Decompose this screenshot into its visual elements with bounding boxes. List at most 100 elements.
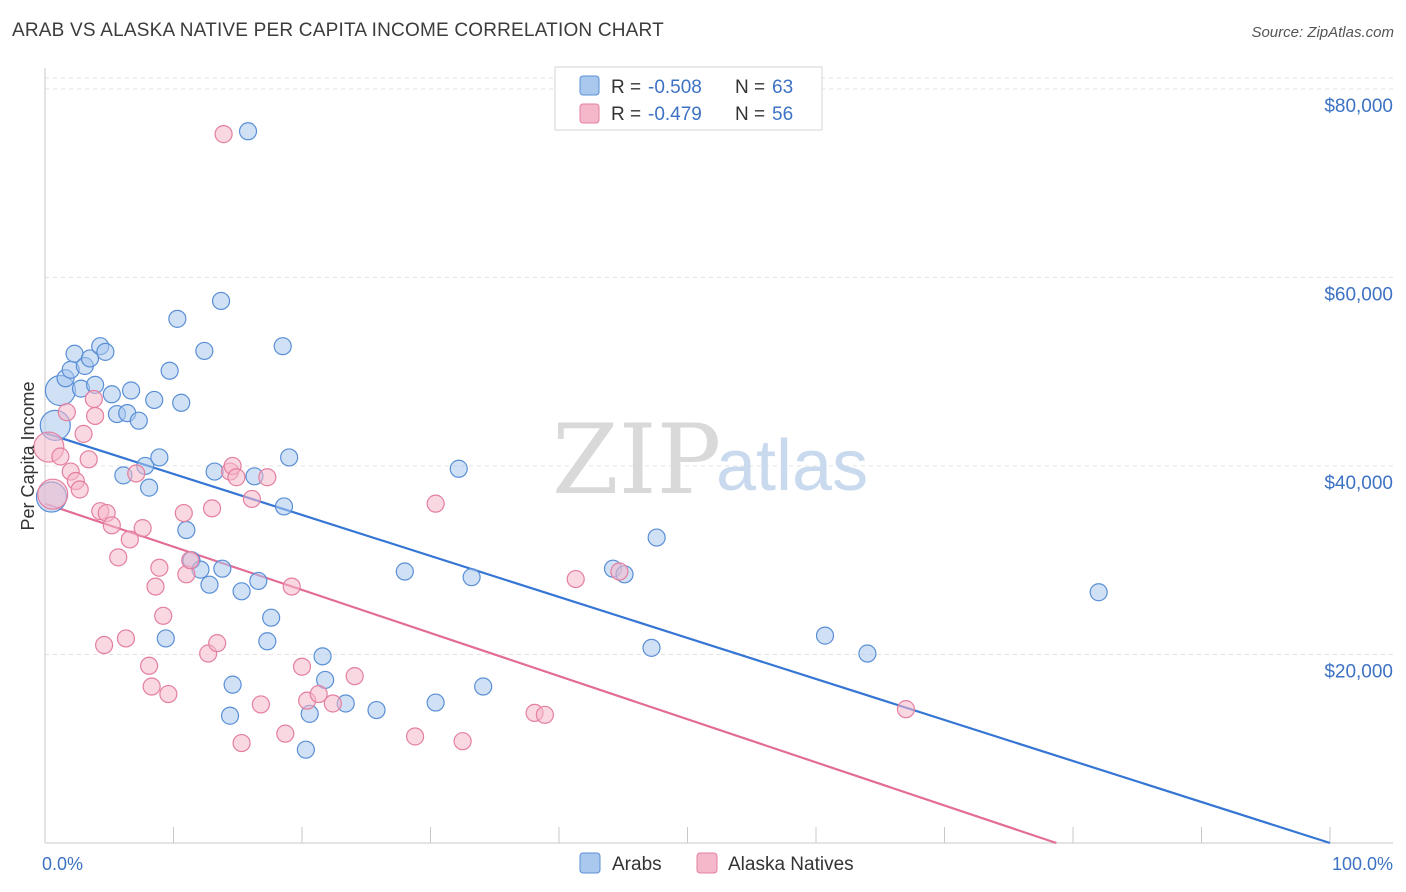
arab-point (238, 122, 258, 141)
watermark-zip: ZIP (552, 404, 721, 516)
source-credit: Source: ZipAtlas.com (1251, 24, 1394, 41)
alaska-point (120, 530, 139, 549)
alaska-point (610, 562, 629, 581)
arab-point (80, 349, 100, 368)
alaska-point (159, 684, 178, 704)
arab-point (647, 528, 666, 547)
alaska-point (79, 450, 98, 469)
y-tick-label: $40,000 (1324, 473, 1393, 494)
x-tick-label-max: 100.0% (1332, 854, 1393, 874)
arab-point (815, 626, 835, 645)
arab-point (220, 706, 240, 725)
arab-point (205, 462, 224, 481)
legend-r-value-alaska: -0.479 (648, 104, 702, 125)
grid-lines (45, 77, 1393, 655)
series-legend-label-arabs: Arabs (612, 854, 662, 875)
legend-n-value-arabs: 63 (772, 77, 793, 98)
alaska-point (95, 635, 114, 655)
alaska-point (242, 489, 261, 509)
arab-point (249, 571, 268, 591)
arab-point (200, 575, 219, 594)
arab-point (474, 677, 493, 696)
alaska-point (345, 667, 364, 686)
series-legend-swatch-arabs (579, 852, 601, 874)
arab-point (280, 448, 299, 467)
alaska-point (214, 125, 233, 144)
arab-point (367, 700, 386, 720)
alaska-point (208, 634, 227, 653)
arab-point (156, 629, 175, 648)
alaska-point (150, 558, 169, 577)
alaska-point (251, 695, 270, 714)
alaska-point (202, 499, 222, 518)
alaska-point (37, 478, 69, 510)
alaska-point (127, 464, 146, 483)
series-legend: Arabs Alaska Natives (579, 852, 854, 875)
alaska-point (133, 519, 152, 538)
watermark-atlas: atlas (716, 426, 868, 506)
arab-point (145, 390, 164, 410)
data-points (33, 122, 1108, 759)
alaska-point (453, 732, 472, 751)
alaska-point (70, 480, 89, 499)
alaska-point (51, 447, 70, 466)
arab-point (274, 497, 294, 516)
alaska-point (292, 657, 312, 676)
arab-point (858, 644, 877, 663)
alaska-point (86, 406, 105, 426)
arab-point (139, 478, 159, 497)
alaska-point (139, 656, 159, 675)
arab-point (395, 562, 414, 581)
alaska-point (426, 494, 445, 513)
y-tick-label: $20,000 (1324, 661, 1393, 682)
y-tick-labels: $20,000 $40,000 $60,000 $80,000 (1324, 96, 1393, 683)
x-tick-labels: 0.0% 100.0% (42, 854, 1393, 874)
alaska-point (276, 724, 295, 743)
arab-point (426, 693, 445, 712)
legend-r-value-arabs: -0.508 (648, 77, 702, 98)
legend-n-value-alaska: 56 (772, 104, 793, 125)
series-legend-swatch-alaska (696, 852, 718, 874)
alaska-point (535, 705, 554, 724)
legend-swatch-alaska (579, 103, 600, 124)
arab-point (262, 608, 281, 627)
alaska-point (309, 684, 328, 704)
alaska-point (181, 551, 200, 570)
arab-point (172, 393, 191, 412)
arab-point (313, 647, 332, 666)
alaska-point (566, 569, 585, 589)
arab-point (273, 337, 292, 356)
alaska-point (282, 577, 301, 596)
x-tick-label-min: 0.0% (42, 854, 83, 874)
legend-n-label-arabs: N = (735, 77, 765, 98)
arab-point (232, 582, 251, 601)
arab-point (195, 341, 214, 361)
arab-point (213, 559, 232, 578)
y-axis-label: Per Capita Income (18, 381, 38, 530)
alaska-point (74, 424, 93, 443)
alaska-point (109, 548, 128, 567)
alaska-point (84, 389, 103, 409)
alaska-point (405, 727, 425, 746)
arab-point (211, 291, 231, 311)
alaska-point (323, 694, 342, 713)
arab-point (223, 675, 242, 694)
y-tick-label: $80,000 (1324, 96, 1393, 117)
alaska-point (258, 468, 277, 487)
alaska-point (116, 629, 136, 648)
arab-point (129, 411, 148, 430)
correlation-legend: R = -0.508 N = 63 R = -0.479 N = 56 (554, 66, 823, 131)
legend-r-label-alaska: R = (611, 104, 641, 125)
arab-point (150, 448, 169, 467)
y-tick-label: $60,000 (1324, 284, 1393, 305)
arab-point (449, 459, 468, 478)
alaska-point (102, 516, 121, 535)
alaska-point (57, 403, 76, 422)
legend-n-label-alaska: N = (735, 104, 765, 125)
alaska-point (232, 733, 251, 753)
arab-point (1089, 583, 1108, 602)
alaska-point (227, 468, 246, 487)
arab-point (462, 568, 481, 587)
legend-swatch-arabs (579, 75, 600, 96)
